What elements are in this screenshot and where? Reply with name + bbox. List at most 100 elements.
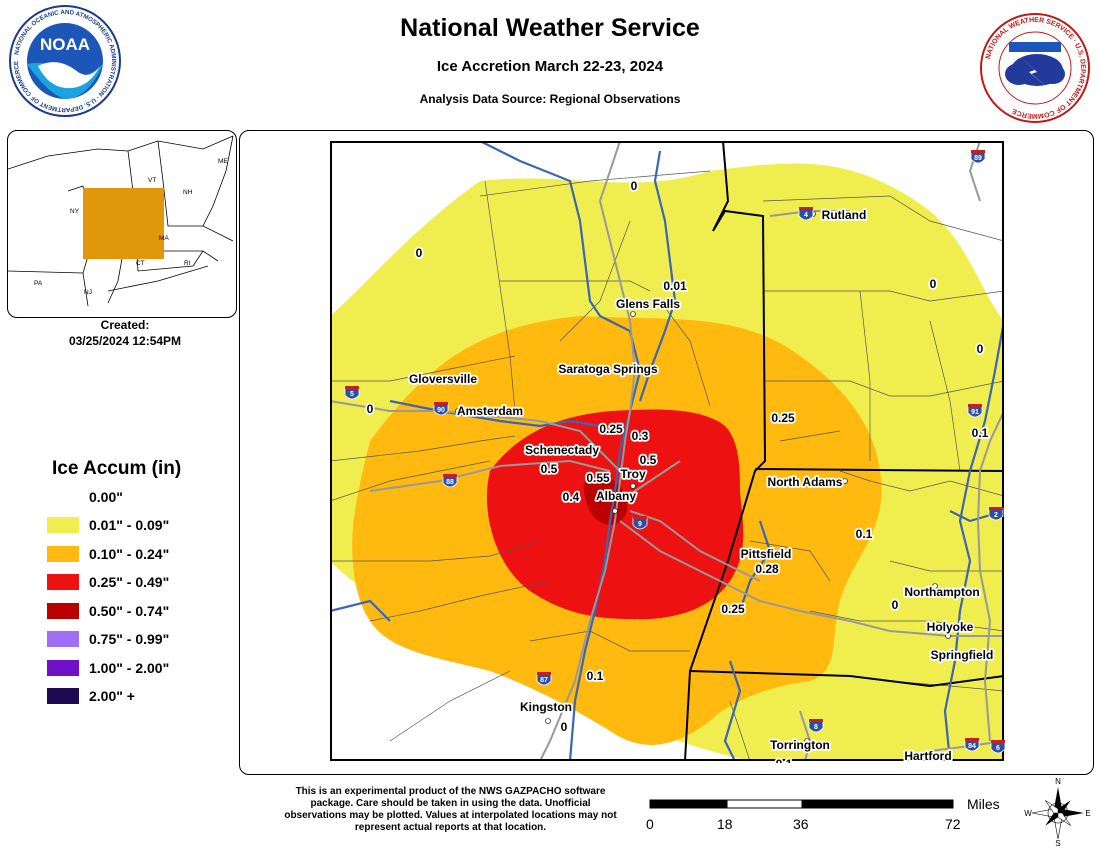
legend-swatch	[47, 489, 79, 505]
created-timestamp: 03/25/2024 12:54PM	[68, 334, 182, 348]
observation-value: 0.25	[599, 422, 623, 436]
observation-value: 0.1	[587, 669, 604, 683]
observation-value: 0	[930, 277, 937, 291]
scale-unit: Miles	[967, 796, 1000, 812]
legend-swatch	[47, 574, 79, 590]
noaa-logo-text: NOAA	[40, 35, 90, 54]
observation-value-halo: 0.1	[972, 426, 989, 440]
highway-number: 6	[996, 745, 1000, 752]
observation-value-halo: 0.01	[663, 279, 687, 293]
city-label-halo: Holyoke	[927, 620, 974, 634]
city-label: Springfield	[931, 648, 994, 662]
noaa-logo: NATIONAL OCEANIC AND ATMOSPHERIC ADMINIS…	[9, 5, 121, 117]
legend-label: 0.25" - 0.49"	[89, 574, 170, 590]
observation-value: 0.28	[755, 562, 779, 576]
highway-shield-icon: 2	[988, 507, 1004, 521]
legend-label: 1.00" - 2.00"	[89, 660, 170, 676]
scale-tick-72: 72	[945, 816, 961, 832]
observation-value: 0	[367, 402, 374, 416]
observation-value: 0.5	[640, 453, 657, 467]
observation-value: 0.3	[632, 429, 649, 443]
city-label: Gloversville	[409, 372, 477, 386]
legend-label: 0.75" - 0.99"	[89, 631, 170, 647]
observation-value-halo: 0.25	[721, 602, 745, 616]
scale-tick-36: 36	[793, 816, 809, 832]
highway-shield-icon: 89	[970, 150, 986, 164]
highway-shield-icon: 4	[798, 207, 814, 221]
highway-number: 89	[974, 155, 982, 162]
observation-value: 0	[561, 720, 568, 734]
city-label: Albany	[596, 489, 636, 503]
observation-value-halo: 0.25	[771, 411, 795, 425]
city-label-halo: Schenectady	[525, 443, 599, 457]
observation-value-halo: 0.1	[856, 527, 873, 541]
observation-value-halo: 0	[561, 720, 568, 734]
observation-value-halo: 0.1	[587, 669, 604, 683]
city-label: Kingston	[520, 700, 572, 714]
city-label-halo: Kingston	[520, 700, 572, 714]
observation-value-halo: 0	[930, 277, 937, 291]
observation-value: 0.4	[563, 490, 580, 504]
scale-tick-18: 18	[717, 816, 733, 832]
compass-n: N	[1055, 777, 1061, 786]
observation-value: 0	[631, 179, 638, 193]
city-label: Pittsfield	[741, 547, 792, 561]
observation-value-halo: 0.5	[640, 453, 657, 467]
inset-state-ct: CT	[136, 260, 145, 267]
inset-state-ny: NY	[70, 208, 80, 215]
highway-shield-icon: 87	[536, 672, 552, 686]
legend-label: 0.01" - 0.09"	[89, 517, 170, 533]
compass-rose-icon: N S E W	[1024, 777, 1090, 848]
highway-number: 90	[437, 407, 445, 414]
inset-state-nh: NH	[183, 189, 193, 196]
city-label-halo: Rutland	[822, 208, 867, 222]
highway-number: 8	[814, 724, 818, 731]
city-label: Holyoke	[927, 620, 974, 634]
map-border	[330, 141, 1004, 761]
city-label: Hartford	[904, 749, 951, 763]
city-label-halo: Northampton	[904, 585, 979, 599]
scale-segment-1	[649, 799, 728, 809]
observation-value: 0	[977, 342, 984, 356]
observation-value: 0.55	[586, 471, 610, 485]
highway-shield-icon: 91	[967, 404, 983, 418]
legend-swatch	[47, 546, 79, 562]
city-label: Northampton	[904, 585, 979, 599]
observation-value: 0.1	[856, 527, 873, 541]
city-label: Troy	[620, 467, 646, 481]
legend-item: 0.01" - 0.09"	[47, 516, 169, 534]
highway-shield-icon: 90	[433, 402, 449, 416]
observation-value-halo: 0.3	[632, 429, 649, 443]
city-label-halo: Gloversville	[409, 372, 477, 386]
highway-shield-icon: 8	[808, 719, 824, 733]
city-label-halo: Albany	[596, 489, 636, 503]
highway-number: 84	[968, 743, 976, 750]
legend-item: 0.50" - 0.74"	[47, 602, 169, 620]
disclaimer-text: This is an experimental product of the N…	[284, 786, 617, 833]
inset-highlight-area	[83, 188, 164, 259]
highway-shield-icon: 6	[990, 740, 1006, 754]
page-title: National Weather Service	[400, 14, 700, 42]
observation-value-halo: 0.55	[586, 471, 610, 485]
scale-segment-2	[726, 799, 803, 809]
observation-value-halo: 0	[416, 246, 423, 260]
legend-item: 0.75" - 0.99"	[47, 630, 169, 648]
observation-value-halo: 0	[631, 179, 638, 193]
city-label-halo: Amsterdam	[457, 404, 523, 418]
inset-state-pa: PA	[34, 280, 43, 287]
observation-value-halo: 0.28	[755, 562, 779, 576]
inset-state-ma: MA	[159, 235, 169, 242]
observation-value-halo: 0	[977, 342, 984, 356]
data-source: Analysis Data Source: Regional Observati…	[419, 92, 681, 106]
inset-state-vt: VT	[148, 177, 156, 184]
city-label-halo: Pittsfield	[741, 547, 792, 561]
city-label-halo: Troy	[620, 467, 646, 481]
legend-title: Ice Accum (in)	[52, 458, 182, 479]
inset-state-ri: RI	[184, 260, 191, 267]
observation-value-halo: 0	[367, 402, 374, 416]
highway-number: 87	[540, 677, 548, 684]
city-label: Glens Falls	[616, 297, 680, 311]
observation-value-halo: 0.5	[541, 462, 558, 476]
legend-swatch	[47, 517, 79, 533]
created-label: Created:	[100, 318, 150, 332]
